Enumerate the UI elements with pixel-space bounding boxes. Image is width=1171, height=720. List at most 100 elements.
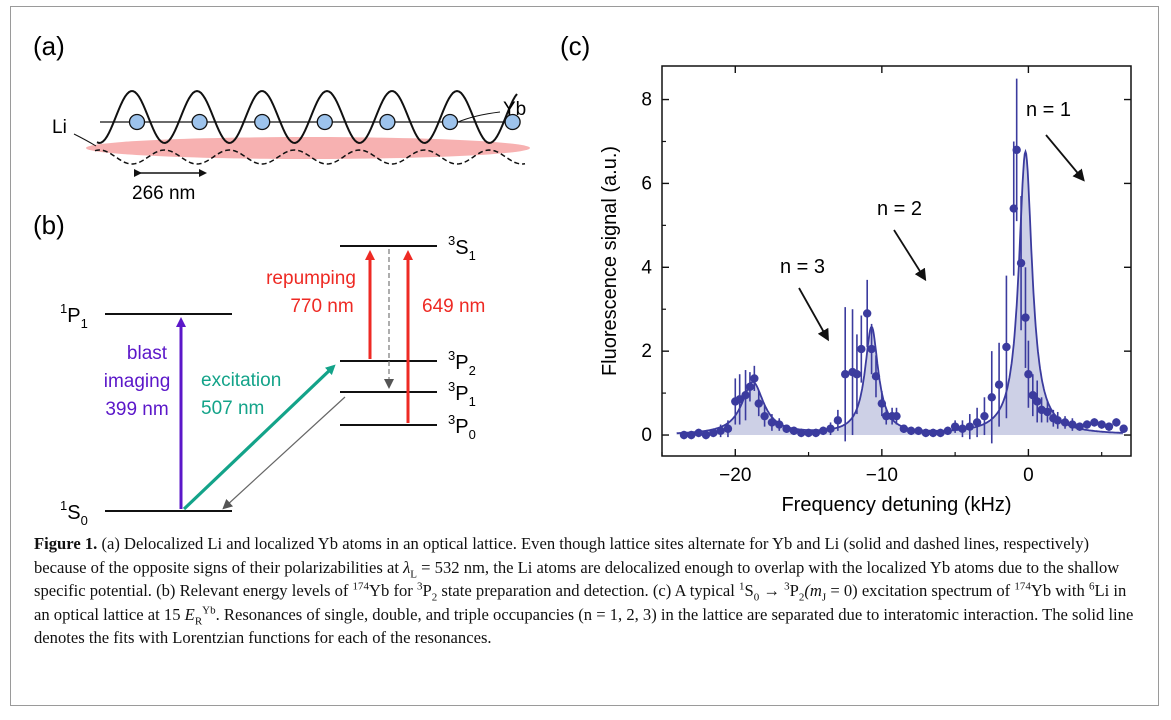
data-point xyxy=(1112,418,1121,427)
data-point xyxy=(841,370,850,379)
data-point xyxy=(980,411,989,421)
x-tick-label: −10 xyxy=(866,465,898,486)
data-point xyxy=(750,374,759,383)
level-1p1-label: 1P1 xyxy=(60,301,88,331)
li-lattice-potential xyxy=(94,149,526,165)
data-point xyxy=(1021,313,1030,322)
y-tick-label: 4 xyxy=(641,257,652,278)
panel-b-label: (b) xyxy=(33,210,65,240)
lattice-spacing-label: 266 nm xyxy=(132,183,195,204)
caption-li: Li xyxy=(1094,581,1110,600)
caption-text-1: (a) Delocalized Li and localized Yb atom… xyxy=(34,534,1090,577)
data-point xyxy=(833,416,843,425)
caption-mj-rest: = 0) xyxy=(826,581,858,600)
data-point xyxy=(716,426,725,436)
repump-label-2: 770 nm xyxy=(290,296,353,317)
li-label: Li xyxy=(52,117,67,138)
data-point xyxy=(1002,342,1011,352)
annotation-n-2: n = 2 xyxy=(877,198,922,220)
spectrum-chart: −20 −10 0 0 2 4 6 8 Frequency detuning (kHz) Fluo… xyxy=(599,65,1132,516)
excitation-label-2: 507 nm xyxy=(201,398,264,419)
li-cloud xyxy=(86,137,530,159)
data-point xyxy=(867,344,876,354)
caption-lambda-sub: L xyxy=(410,567,418,580)
caption-s0-base: S xyxy=(744,581,754,600)
excitation-label-1: excitation xyxy=(201,370,281,391)
data-point xyxy=(892,411,901,421)
caption-text-4: state preparation and detection. (c) A t… xyxy=(437,581,740,600)
data-point xyxy=(754,399,763,408)
data-point xyxy=(987,393,996,402)
annotation-arrow-3 xyxy=(798,287,829,342)
data-point xyxy=(819,426,828,436)
data-point xyxy=(857,344,866,354)
data-point xyxy=(1104,422,1114,431)
yb-label-pointer xyxy=(457,111,501,123)
data-point xyxy=(760,411,769,421)
x-tick-label: 0 xyxy=(1023,465,1034,486)
y-tick-label: 0 xyxy=(641,425,652,446)
y-tick-label: 6 xyxy=(641,173,652,194)
panel-a-label: (a) xyxy=(33,31,65,61)
caption-s0-sup: 1 xyxy=(739,580,745,593)
caption-yb-2: Yb xyxy=(1030,581,1052,600)
caption-text-7: in an optical lattice at 15 xyxy=(34,581,1127,624)
figure-graphic: (a) Li Yb 266 nm (b) 1S0 1P1 3P0 3P1 3P2… xyxy=(33,31,1132,528)
panel-c-label: (c) xyxy=(560,31,590,61)
yb-atom xyxy=(379,113,396,131)
data-point xyxy=(1012,145,1021,155)
caption-s0-sub: 0 xyxy=(753,591,760,604)
caption-lambda: λ xyxy=(403,557,411,577)
caption-li-mass: 6 xyxy=(1088,580,1095,593)
data-point xyxy=(1082,420,1092,429)
li-label-pointer xyxy=(73,133,97,147)
data-point xyxy=(1024,370,1033,379)
data-point xyxy=(1009,204,1018,213)
panel-c: (c) −20 −10 0 0 2 4 6 8 Frequency detuning (kHz)… xyxy=(560,31,1132,516)
caption-p2b-base: P xyxy=(789,581,799,600)
panel-a: (a) Li Yb 266 nm xyxy=(33,31,530,204)
caption-yb-mass: 174 xyxy=(352,580,370,593)
yb-lattice-potential xyxy=(96,89,518,145)
y-tick-label: 8 xyxy=(641,90,652,111)
caption-er-sup: Yb xyxy=(202,603,216,616)
repump-label-1: repumping xyxy=(266,268,356,289)
annotation-arrow-1 xyxy=(1045,134,1085,182)
y-axis-label: Fluorescence signal (a.u.) xyxy=(599,146,621,376)
yb-atom xyxy=(254,113,271,131)
caption-p2-base: P xyxy=(422,581,432,600)
figure-frame xyxy=(10,6,1159,706)
yb-atom xyxy=(191,113,208,131)
caption-er-sub: R xyxy=(194,614,203,627)
level-3p0-label: 3P0 xyxy=(448,412,476,442)
caption-er: E xyxy=(184,604,195,624)
caption-text-5: excitation spectrum of xyxy=(857,581,1015,600)
data-point xyxy=(694,428,703,438)
caption-text-8: . Resonances of single, double, and trip… xyxy=(34,604,1134,648)
caption-text-6: with xyxy=(1051,581,1089,600)
caption-arrow: → xyxy=(759,581,785,600)
x-tick-label: −20 xyxy=(719,465,751,486)
figure-caption: Figure 1. (a) Delocalized Li and localiz… xyxy=(34,532,1134,650)
caption-p2-sup: 3 xyxy=(416,580,423,593)
data-point xyxy=(1028,390,1038,400)
caption-mj-sub: J xyxy=(821,591,827,604)
data-point xyxy=(1053,416,1062,425)
yb-atom xyxy=(504,113,521,131)
data-point xyxy=(1043,407,1052,417)
x-axis-label: Frequency detuning (kHz) xyxy=(781,494,1011,516)
y-tick-label: 2 xyxy=(641,341,652,362)
data-point xyxy=(1119,424,1128,433)
data-point xyxy=(1090,418,1099,427)
data-point xyxy=(862,309,872,318)
yb-atom xyxy=(316,113,333,131)
data-point xyxy=(1033,397,1042,406)
level-1s0-label: 1S0 xyxy=(60,498,88,528)
blast-label-2: imaging xyxy=(104,371,171,392)
caption-yb-mass-2: 174 xyxy=(1014,580,1031,593)
caption-text-3: for xyxy=(389,581,417,600)
yb-atom xyxy=(128,113,146,131)
data-point xyxy=(723,424,733,433)
repump-649-label: 649 nm xyxy=(422,296,485,317)
excitation-transition-arrow xyxy=(182,364,336,511)
